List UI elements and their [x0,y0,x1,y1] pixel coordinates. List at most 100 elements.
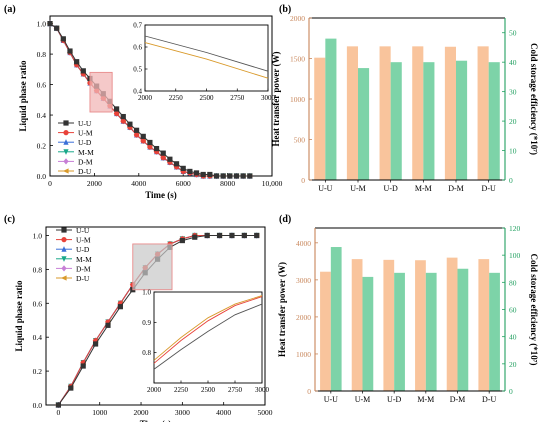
data-point-U-U [60,36,66,42]
data-point-U-U [213,173,220,179]
bar-heat-power [415,260,426,391]
legend-marker-D-M [63,158,69,165]
panel-c: 0 1000 2000 3000 4000 5000 0.0 0.2 0.4 0.6 0.8 1.0 T… [4,214,273,422]
legend-label: U-U [76,226,90,235]
inset-x-tick-label: 2750 [228,386,243,394]
panel-label: (c) [4,214,15,225]
bar-cold-efficiency [390,62,402,180]
data-point-U-U [200,171,206,178]
y-axis-label: Liquid phase ratio [14,280,24,352]
y-tick-label: 0.0 [33,401,43,410]
data-point-U-M [140,138,146,144]
legend-marker-U-M [61,237,67,243]
inset-y-tick-label: 1.0 [142,289,151,297]
x-tick-label: 0 [48,179,52,188]
legend-marker-U-M [63,130,69,136]
y-tick-label: 0.4 [33,333,43,342]
data-point-U-M [120,118,126,124]
data-point-U-U [147,139,153,146]
data-point-U-U [240,173,246,179]
inset-series-U-D [153,295,263,361]
x-tick-label: 5000 [258,408,273,417]
y-tick-label: 0.8 [37,50,47,59]
bar-heat-power [412,46,424,180]
x-tick-label: 4000 [131,179,146,188]
bar-heat-power [446,257,458,391]
inset-y-tick-label: 0.5 [133,66,142,74]
y-tick-label: 1500 [290,55,305,64]
data-point-U-U [80,363,86,369]
data-point-U-U [68,385,74,391]
inset-x-tick-label: 2750 [230,94,245,102]
bar-heat-power [383,259,395,391]
y2-tick-label: 80 [509,278,517,287]
y-tick-label: 0.6 [33,299,43,308]
legend-label: D-M [78,157,93,166]
y-axis-label: Liquid phase ratio [18,60,28,132]
x-tick-label: U-D [384,184,398,193]
data-point-U-U [114,106,120,112]
data-point-U-U [180,165,186,171]
panel-label: (d) [279,214,291,225]
inset-x-tick-label: 2500 [201,386,216,394]
y-tick-label: 500 [294,136,306,145]
legend-label: U-M [78,129,93,138]
data-point-U-M [147,144,153,150]
data-point-U-U [247,173,253,179]
bar-heat-power [477,46,489,180]
legend-label: M-M [76,255,92,264]
y-tick-label: 0.2 [33,367,43,376]
bar-cold-efficiency [394,272,405,391]
inset-y-tick-label: 0.7 [133,22,142,30]
legend-marker-U-D [61,246,67,252]
data-point-U-U [220,173,226,179]
bar-heat-power [314,57,326,180]
x-tick-label: U-U [324,395,338,404]
legend-label: D-U [76,274,90,283]
y2-tick-label: 10 [509,147,517,156]
bar-heat-power [320,271,331,391]
inset-y-tick-label: 0.9 [142,319,151,327]
data-point-U-U [105,322,111,328]
data-point-U-U [233,173,240,179]
inset-x-tick-label: 2250 [169,94,184,102]
data-point-U-U [92,341,99,347]
legend-marker-U-U [61,227,67,233]
y-tick-label: 0.6 [37,81,47,90]
y-tick-label: 0.8 [33,265,43,274]
legend-marker-D-U [60,275,67,281]
data-point-U-U [67,48,73,54]
y2-tick-label: 50 [509,29,517,38]
x-tick-label: U-M [355,395,371,404]
data-point-U-M [133,132,140,138]
legend-marker-D-U [62,168,69,174]
data-point-U-U [187,168,193,175]
inset-series-U-U [144,35,269,72]
data-point-U-M [114,110,120,117]
y-tick-label: 0 [307,387,311,396]
x-tick-label: 10,000 [262,179,283,188]
inset-series-U-M [153,296,263,364]
data-point-U-U [179,237,185,244]
x-tick-label: 2000 [87,179,102,188]
x-tick-label: U-M [350,184,366,193]
plot-frame [49,15,273,177]
bar-cold-efficiency [423,62,435,180]
bar-heat-power [478,259,490,391]
x-tick-label: 2000 [134,408,149,417]
y-tick-label: 1000 [290,95,305,104]
bar-heat-power [351,259,363,391]
y2-tick-label: 20 [509,117,517,126]
data-point-U-U [160,150,166,156]
legend-marker-U-D [63,139,69,145]
data-point-U-U [204,232,210,239]
legend-label: M-M [78,148,94,157]
inset-x-tick-label: 3000 [255,386,270,394]
x-tick-label: D-U [482,184,496,193]
data-point-U-U [120,113,126,120]
data-point-U-U [133,127,140,133]
panel-label: (b) [279,4,291,15]
x-tick-label: 3000 [175,408,190,417]
data-point-U-U [254,232,260,239]
inset-series-U-U [153,303,263,370]
